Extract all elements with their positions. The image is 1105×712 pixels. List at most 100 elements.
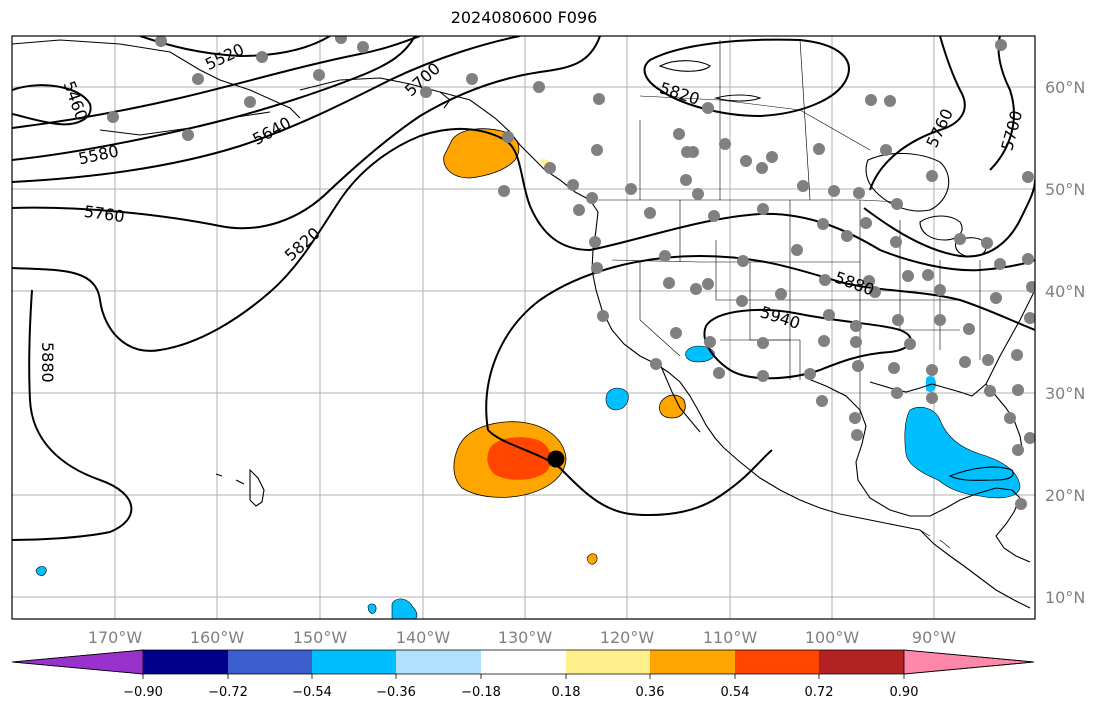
lon-label-8: 90°W bbox=[912, 628, 956, 647]
station-dot-35 bbox=[766, 151, 778, 163]
station-dot-103 bbox=[1024, 432, 1035, 444]
station-dot-101 bbox=[1004, 412, 1016, 424]
station-dot-66 bbox=[902, 270, 914, 282]
colorbar-label-7: 0.54 bbox=[721, 685, 750, 700]
station-dot-2 bbox=[357, 41, 369, 53]
station-dot-23 bbox=[625, 183, 637, 195]
station-dot-17 bbox=[567, 179, 579, 191]
station-dot-18 bbox=[586, 192, 598, 204]
station-dot-20 bbox=[589, 236, 601, 248]
colorbar-segment-7 bbox=[650, 650, 735, 674]
anomaly-strong-positive-pacific bbox=[487, 437, 552, 480]
anomaly-negative-gulf-mexico bbox=[904, 407, 1021, 499]
station-dot-73 bbox=[850, 320, 862, 332]
colorbar: −0.90 −0.72 −0.54 −0.36 −0.18 0.18 0.36 0.54 0.7… bbox=[11, 649, 1035, 700]
station-dot-4 bbox=[313, 69, 325, 81]
station-dot-90 bbox=[650, 358, 662, 370]
station-dot-88 bbox=[982, 354, 994, 366]
anomaly-fills bbox=[35, 128, 1021, 619]
station-dot-84 bbox=[888, 362, 900, 374]
station-dot-70 bbox=[1026, 281, 1035, 293]
colorbar-segment-5 bbox=[481, 650, 566, 674]
station-dot-42 bbox=[817, 218, 829, 230]
lat-label-2: 40°N bbox=[1045, 282, 1085, 301]
anomaly-negative-west bbox=[35, 566, 47, 576]
lon-label-0: 170°W bbox=[88, 628, 143, 647]
station-dot-76 bbox=[963, 323, 975, 335]
station-dot-34 bbox=[756, 162, 768, 174]
station-dot-28 bbox=[702, 102, 714, 114]
station-dot-29 bbox=[673, 128, 685, 140]
station-dot-82 bbox=[850, 336, 862, 348]
station-dot-64 bbox=[863, 275, 875, 287]
station-dot-69 bbox=[990, 292, 1002, 304]
colorbar-segment-10 bbox=[903, 649, 1035, 675]
contour-label-5880-west: 5880 bbox=[38, 342, 57, 383]
station-dot-44 bbox=[860, 217, 872, 229]
colorbar-segment-3 bbox=[312, 650, 396, 674]
station-dot-41 bbox=[797, 180, 809, 192]
station-dot-99 bbox=[849, 412, 861, 424]
station-dot-79 bbox=[704, 336, 716, 348]
station-dot-45 bbox=[791, 244, 803, 256]
station-dot-32 bbox=[719, 138, 731, 150]
station-dot-7 bbox=[107, 111, 119, 123]
station-dot-13 bbox=[502, 131, 514, 143]
station-dot-95 bbox=[926, 392, 938, 404]
anomaly-negative-offshore bbox=[605, 387, 629, 411]
station-dot-75 bbox=[934, 314, 946, 326]
station-dot-12 bbox=[593, 93, 605, 105]
political-borders bbox=[598, 39, 981, 549]
lat-label-0: 60°N bbox=[1045, 78, 1085, 97]
station-dot-96 bbox=[984, 385, 996, 397]
station-dot-98 bbox=[816, 395, 828, 407]
station-dot-80 bbox=[757, 337, 769, 349]
station-dot-86 bbox=[926, 364, 938, 376]
station-dot-53 bbox=[890, 236, 902, 248]
lat-label-1: 50°N bbox=[1045, 180, 1085, 199]
station-dot-22 bbox=[597, 310, 609, 322]
station-dot-60 bbox=[702, 278, 714, 290]
station-dot-36 bbox=[680, 174, 692, 186]
colorbar-segment-4 bbox=[396, 650, 481, 674]
station-dot-47 bbox=[884, 95, 896, 107]
lon-label-1: 160°W bbox=[190, 628, 245, 647]
station-dot-43 bbox=[841, 230, 853, 242]
colorbar-label-6: 0.36 bbox=[636, 685, 665, 700]
station-dot-10 bbox=[466, 73, 478, 85]
station-dot-27 bbox=[708, 210, 720, 222]
colorbar-label-2: −0.54 bbox=[292, 685, 332, 700]
station-dot-57 bbox=[1022, 253, 1034, 265]
station-dot-33 bbox=[740, 155, 752, 167]
station-dot-50 bbox=[926, 170, 938, 182]
station-dot-83 bbox=[852, 360, 864, 372]
anomaly-negative-southwest bbox=[685, 345, 715, 363]
position-marker bbox=[547, 450, 565, 468]
station-dot-89 bbox=[1011, 349, 1023, 361]
station-dot-0 bbox=[155, 36, 167, 47]
station-dot-62 bbox=[775, 288, 787, 300]
station-dots bbox=[107, 36, 1035, 510]
lon-label-6: 110°W bbox=[703, 628, 758, 647]
station-dot-8 bbox=[182, 129, 194, 141]
anomaly-positive-small bbox=[586, 553, 598, 565]
station-dot-55 bbox=[981, 237, 993, 249]
station-dot-26 bbox=[692, 188, 704, 200]
anomaly-negative-south bbox=[391, 598, 418, 619]
station-dot-15 bbox=[544, 162, 556, 174]
station-dot-87 bbox=[959, 356, 971, 368]
station-dot-77 bbox=[1024, 312, 1035, 324]
colorbar-label-8: 0.72 bbox=[805, 685, 834, 700]
station-dot-68 bbox=[934, 284, 946, 296]
colorbar-segment-2 bbox=[228, 650, 312, 674]
station-dot-85 bbox=[904, 338, 916, 350]
station-dot-49 bbox=[891, 198, 903, 210]
station-dot-52 bbox=[1022, 171, 1034, 183]
station-dot-9 bbox=[420, 86, 432, 98]
gridlines bbox=[12, 36, 1035, 619]
colorbar-segment-0 bbox=[11, 649, 144, 675]
station-dot-3 bbox=[256, 51, 268, 63]
station-dot-93 bbox=[804, 368, 816, 380]
station-dot-19 bbox=[573, 204, 585, 216]
